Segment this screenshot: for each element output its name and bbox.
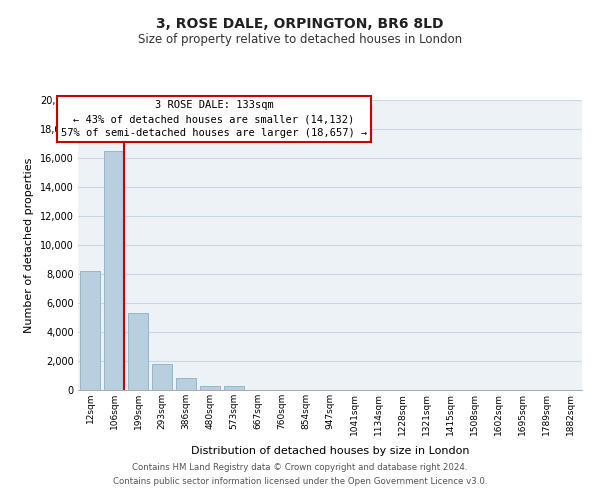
Text: 3 ROSE DALE: 133sqm
← 43% of detached houses are smaller (14,132)
57% of semi-de: 3 ROSE DALE: 133sqm ← 43% of detached ho…: [61, 100, 367, 138]
Text: Contains HM Land Registry data © Crown copyright and database right 2024.: Contains HM Land Registry data © Crown c…: [132, 464, 468, 472]
Text: Contains public sector information licensed under the Open Government Licence v3: Contains public sector information licen…: [113, 477, 487, 486]
Bar: [176, 378, 196, 390]
Bar: [80, 271, 100, 390]
Bar: [152, 364, 172, 390]
Text: Size of property relative to detached houses in London: Size of property relative to detached ho…: [138, 32, 462, 46]
Bar: [128, 313, 148, 390]
Bar: [200, 386, 220, 390]
Y-axis label: Number of detached properties: Number of detached properties: [25, 158, 34, 332]
Bar: [104, 151, 124, 390]
X-axis label: Distribution of detached houses by size in London: Distribution of detached houses by size …: [191, 446, 469, 456]
Text: 3, ROSE DALE, ORPINGTON, BR6 8LD: 3, ROSE DALE, ORPINGTON, BR6 8LD: [156, 18, 444, 32]
Bar: [224, 386, 244, 390]
